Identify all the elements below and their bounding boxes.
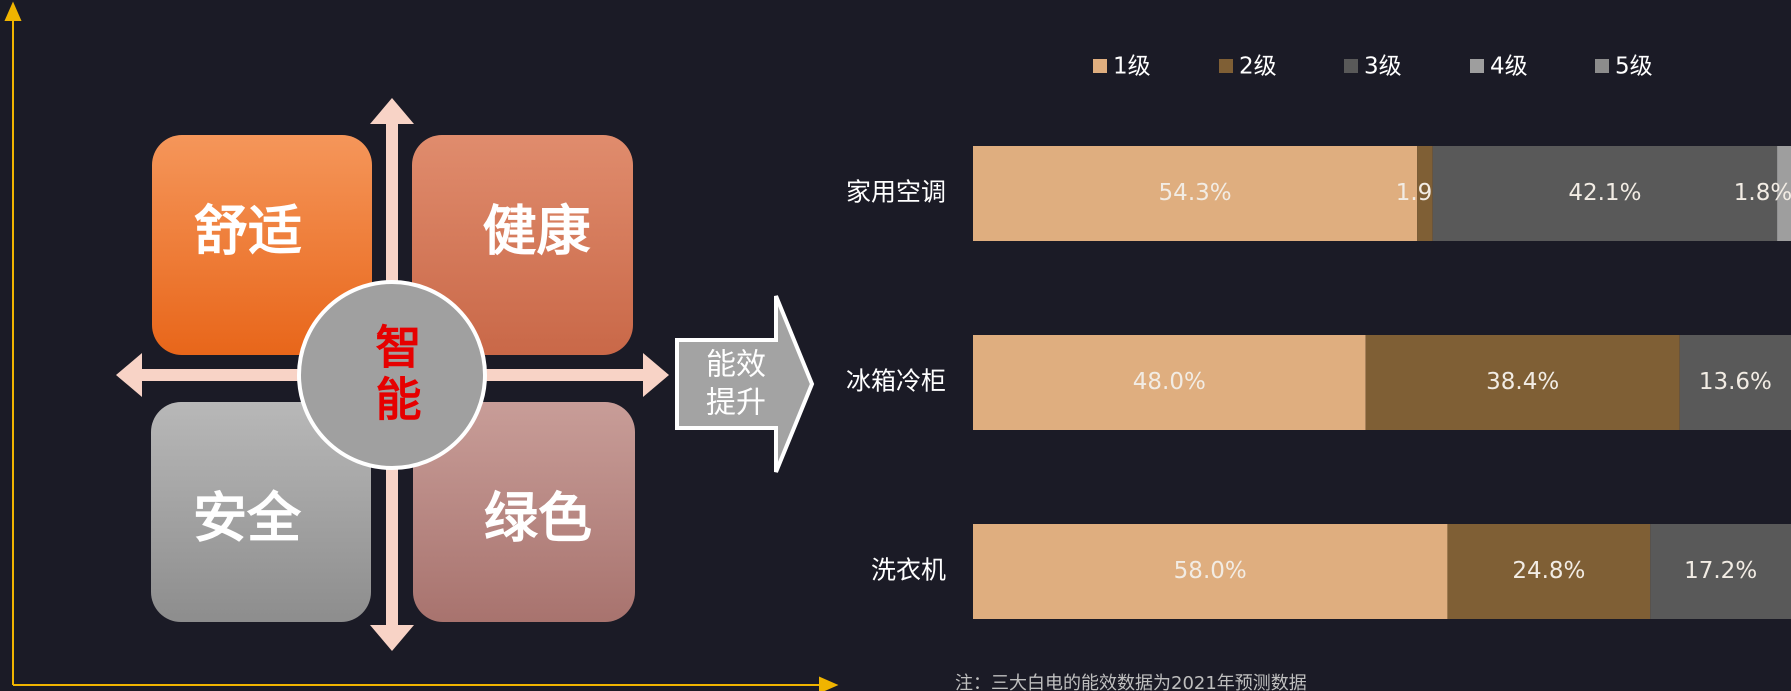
data-label: 17.2% xyxy=(1684,558,1757,584)
data-label: 54.3% xyxy=(1159,180,1232,206)
data-label: 13.6% xyxy=(1699,369,1772,395)
arrow-label: 提升 xyxy=(706,386,766,421)
quadrant-box xyxy=(152,135,372,355)
quadrant-label: 绿色 xyxy=(484,487,592,550)
bar-segment xyxy=(1650,524,1791,619)
bar-segment xyxy=(1447,524,1651,619)
frame-axes xyxy=(4,1,839,691)
center-label: 智能 xyxy=(369,323,423,427)
quadrant-label: 舒适 xyxy=(194,200,302,263)
data-label: 1.8% xyxy=(1734,180,1791,206)
bar-segment xyxy=(1417,146,1433,241)
bar-segment xyxy=(973,146,1418,241)
note: 注：三大白电的能效数据为2021年预测数据 xyxy=(955,673,1307,691)
bar-segment xyxy=(973,524,1448,619)
legend-swatch xyxy=(1595,59,1609,73)
quadrant-label: 健康 xyxy=(483,200,591,263)
legend-swatch xyxy=(1344,59,1358,73)
legend-label: 3级 xyxy=(1364,54,1402,80)
category-label: 冰箱冷柜 xyxy=(846,367,946,396)
data-label: 38.4% xyxy=(1486,369,1559,395)
data-label: 48.0% xyxy=(1133,369,1206,395)
bar-segment xyxy=(1777,146,1791,241)
quadrant-box xyxy=(151,402,371,622)
bar-segment xyxy=(1679,335,1791,430)
bar-segment xyxy=(1365,335,1680,430)
quadrant-box xyxy=(413,402,635,622)
arrow-shape xyxy=(675,295,815,473)
data-label: 24.8% xyxy=(1512,558,1585,584)
legend-swatch xyxy=(1093,59,1107,73)
legend-label: 2级 xyxy=(1239,54,1277,80)
legend-label: 5级 xyxy=(1615,54,1653,80)
quadrant-box xyxy=(412,135,633,355)
arrow-label: 能效 xyxy=(706,348,766,383)
legend-label: 4级 xyxy=(1490,54,1528,80)
category-label: 洗衣机 xyxy=(871,556,946,585)
legend-label: 1级 xyxy=(1113,54,1151,80)
center-circle xyxy=(297,280,487,470)
bar-segment xyxy=(1432,146,1778,241)
bar-segment xyxy=(973,335,1366,430)
category-label: 家用空调 xyxy=(846,178,946,207)
data-label: 42.1% xyxy=(1568,180,1641,206)
legend-swatch xyxy=(1470,59,1484,73)
legend-swatch xyxy=(1219,59,1233,73)
quadrant-label: 安全 xyxy=(193,487,302,550)
data-label: 58.0% xyxy=(1174,558,1247,584)
